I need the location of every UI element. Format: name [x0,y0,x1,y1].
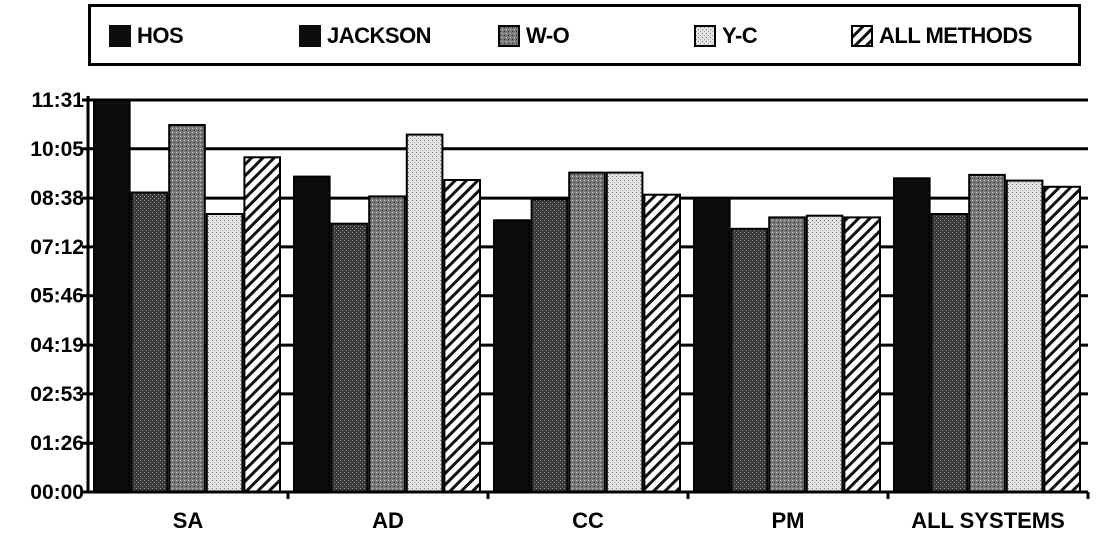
bar-sa-y-c [205,213,244,493]
legend-item-jackson: JACKSON [299,22,432,50]
y-tick-label: 10:05 [30,138,84,161]
bar-all-systems-all-methods [1043,185,1082,494]
bar-ad-jackson [330,222,369,493]
bar-sa-w-o [168,124,206,493]
legend-item-y-c: Y-C [694,22,758,50]
bar-pm-jackson [730,227,769,494]
bar-cc-w-o [568,171,606,493]
bar-sa-jackson [130,191,169,493]
category-labels: SA AD CC PM ALL SYSTEMS [173,508,1065,533]
bar-cc-jackson [530,198,569,494]
legend-swatch-w-o [498,25,520,47]
legend-item-w-o: W-O [498,22,570,50]
y-tick-label: 08:38 [30,187,84,210]
category-label-ad: AD [372,508,404,533]
bar-sa-all-methods [243,156,281,494]
legend-item-all-methods: ALL METHODS [851,22,1032,50]
bar-pm-y-c [805,214,844,493]
bar-cc-all-methods [643,193,682,493]
legend-label-hos: HOS [137,23,184,48]
bar-pm-all-methods [843,216,882,493]
y-tick-label: 05:46 [30,285,84,308]
legend-label-y-c: Y-C [722,23,758,48]
y-tick-label: 00:00 [30,481,84,504]
axes [82,96,1090,499]
bar-ad-all-methods [443,179,481,493]
legend-label-all-methods: ALL METHODS [879,23,1032,48]
bar-all-systems-y-c [1005,179,1044,493]
bar-pm-hos [693,197,731,493]
legend-item-hos: HOS [109,22,184,50]
category-label-cc: CC [572,508,604,533]
bar-ad-hos [293,175,331,493]
bar-pm-w-o [768,216,806,493]
legend-label-w-o: W-O [526,23,570,48]
category-label-pm: PM [772,508,805,533]
bar-cc-hos [493,219,531,494]
category-label-sa: SA [173,508,204,533]
legend-swatch-jackson [299,25,321,47]
category-label-all-systems: ALL SYSTEMS [911,508,1065,533]
legend-swatch-y-c [694,25,716,47]
legend-label-jackson: JACKSON [327,23,432,48]
y-tick-label: 01:26 [30,432,84,455]
bar-ad-w-o [368,195,406,493]
bar-all-systems-hos [893,177,931,494]
legend-swatch-hos [109,25,131,47]
legend-swatch-all-methods [851,25,873,47]
legend: HOS JACKSON W-O Y-C ALL METHODS [88,4,1081,66]
bar-ad-y-c [405,133,444,493]
y-tick-labels: 00:00 01:26 02:53 04:19 05:46 07:12 08:38 10:05… [30,89,84,504]
y-tick-label: 07:12 [30,236,84,259]
bar-all-systems-jackson [930,213,969,493]
bar-cc-y-c [605,171,644,493]
bars [93,99,1082,494]
bar-all-systems-w-o [968,173,1006,493]
y-tick-label: 11:31 [31,89,84,112]
y-tick-label: 02:53 [30,383,84,406]
y-tick-label: 04:19 [30,334,84,357]
bar-sa-hos [93,99,131,493]
